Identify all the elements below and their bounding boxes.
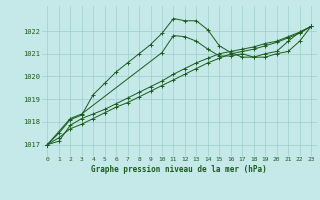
X-axis label: Graphe pression niveau de la mer (hPa): Graphe pression niveau de la mer (hPa) <box>91 165 267 174</box>
